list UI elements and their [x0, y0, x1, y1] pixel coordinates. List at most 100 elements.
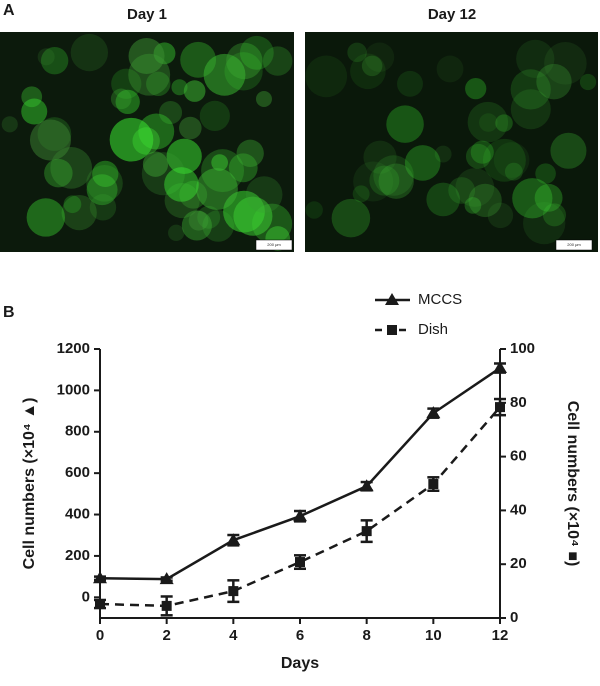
x-tick-label: 10 [425, 627, 442, 644]
cell-cluster [21, 98, 48, 125]
x-axis-label: Days [281, 655, 319, 672]
data-point [95, 599, 105, 610]
cell-cluster [201, 149, 245, 193]
cell-cluster [550, 132, 587, 169]
cell-cluster [115, 89, 140, 115]
cell-cluster [159, 101, 183, 125]
cell-cluster [21, 86, 43, 108]
x-tick-label: 2 [162, 627, 170, 644]
series-line [99, 367, 501, 581]
cell-cluster [29, 119, 71, 161]
cell-cluster [350, 53, 386, 90]
cell-cluster [44, 158, 73, 188]
cell-cluster [516, 39, 555, 79]
cell-cluster [226, 42, 263, 80]
x-tick-label: 4 [229, 627, 238, 644]
y-tick-label: 1000 [57, 381, 90, 398]
cell-cluster [166, 138, 202, 174]
cell-cluster [224, 52, 263, 91]
cell-cluster [37, 48, 55, 66]
series-line [99, 406, 501, 608]
cell-cluster [179, 180, 208, 209]
cell-cluster [468, 183, 502, 218]
cell-cluster [89, 194, 117, 221]
data-point [493, 361, 507, 374]
cell-cluster [233, 196, 273, 236]
cell-cluster [50, 147, 93, 189]
cell-cluster [579, 73, 597, 91]
y-tick-label: 0 [82, 588, 90, 605]
legend-marker [387, 325, 397, 335]
cell-cluster [363, 140, 397, 174]
cell-cluster [493, 142, 530, 178]
cell-cluster [199, 100, 230, 131]
cell-cluster [164, 167, 199, 202]
cell-cluster [397, 70, 423, 97]
x-tick-label: 12 [492, 627, 509, 644]
cell-cluster [448, 177, 476, 204]
cell-cluster [26, 198, 65, 237]
y2-tick-label: 40 [510, 501, 527, 518]
cell-cluster [196, 168, 238, 210]
y-tick-label: 800 [65, 423, 90, 440]
cell-cluster [378, 163, 414, 199]
cell-cluster [70, 33, 109, 72]
cell-cluster [504, 162, 523, 181]
data-point [226, 533, 241, 546]
cell-cluster [404, 145, 441, 181]
cell-cluster [364, 42, 395, 72]
cell-cluster [142, 151, 169, 177]
cell-cluster [179, 116, 202, 140]
y-tick-label: 200 [65, 547, 90, 564]
cell-cluster [523, 201, 566, 245]
cell-cluster [86, 174, 118, 206]
cell-cluster [544, 42, 587, 85]
cell-cluster [128, 53, 171, 96]
cell-cluster [203, 53, 246, 96]
cell-cluster [510, 69, 551, 110]
cell-cluster [92, 160, 119, 187]
micrograph [305, 32, 598, 252]
image-title: Day 1 [127, 6, 167, 23]
cell-cluster [487, 202, 514, 229]
cell-cluster [236, 139, 264, 167]
cell-cluster [63, 195, 82, 214]
cell-cluster [202, 210, 235, 242]
data-point [426, 406, 441, 419]
cell-cluster [164, 182, 200, 219]
data-point [228, 586, 239, 597]
cell-cluster [183, 80, 206, 102]
cell-cluster [331, 198, 371, 238]
cell-cluster [436, 55, 464, 83]
y-tick-label: 600 [65, 464, 90, 481]
cell-cluster [146, 71, 171, 97]
cell-cluster [61, 194, 97, 231]
cell-cluster [40, 47, 69, 75]
data-point [428, 479, 439, 490]
x-tick-label: 8 [362, 627, 370, 644]
cell-cluster [535, 163, 556, 184]
y2-tick-label: 0 [510, 609, 518, 626]
cell-cluster [110, 88, 132, 110]
y2-tick-label: 60 [510, 448, 527, 465]
y-tick-label: 400 [65, 506, 90, 523]
cell-cluster [467, 101, 509, 143]
cell-cluster [479, 113, 498, 132]
y2-axis-label: Cell numbers (×10⁴ ■) [564, 401, 581, 567]
cell-cluster [188, 210, 209, 231]
cell-cluster [128, 38, 165, 75]
cell-cluster [109, 117, 154, 162]
cell-cluster [510, 89, 551, 130]
cell-cluster [465, 143, 491, 169]
cell-cluster [369, 165, 400, 196]
y-axis-label: Cell numbers (×10⁴ ▲) [21, 398, 38, 570]
data-point [295, 557, 305, 568]
data-point [93, 571, 107, 584]
micrograph [0, 32, 294, 252]
cell-cluster [1, 116, 18, 133]
y-tick-label: 1200 [57, 340, 90, 357]
cell-cluster [138, 113, 175, 150]
cell-cluster [228, 153, 258, 183]
cell-cluster [536, 63, 572, 100]
y2-tick-label: 100 [510, 340, 535, 357]
